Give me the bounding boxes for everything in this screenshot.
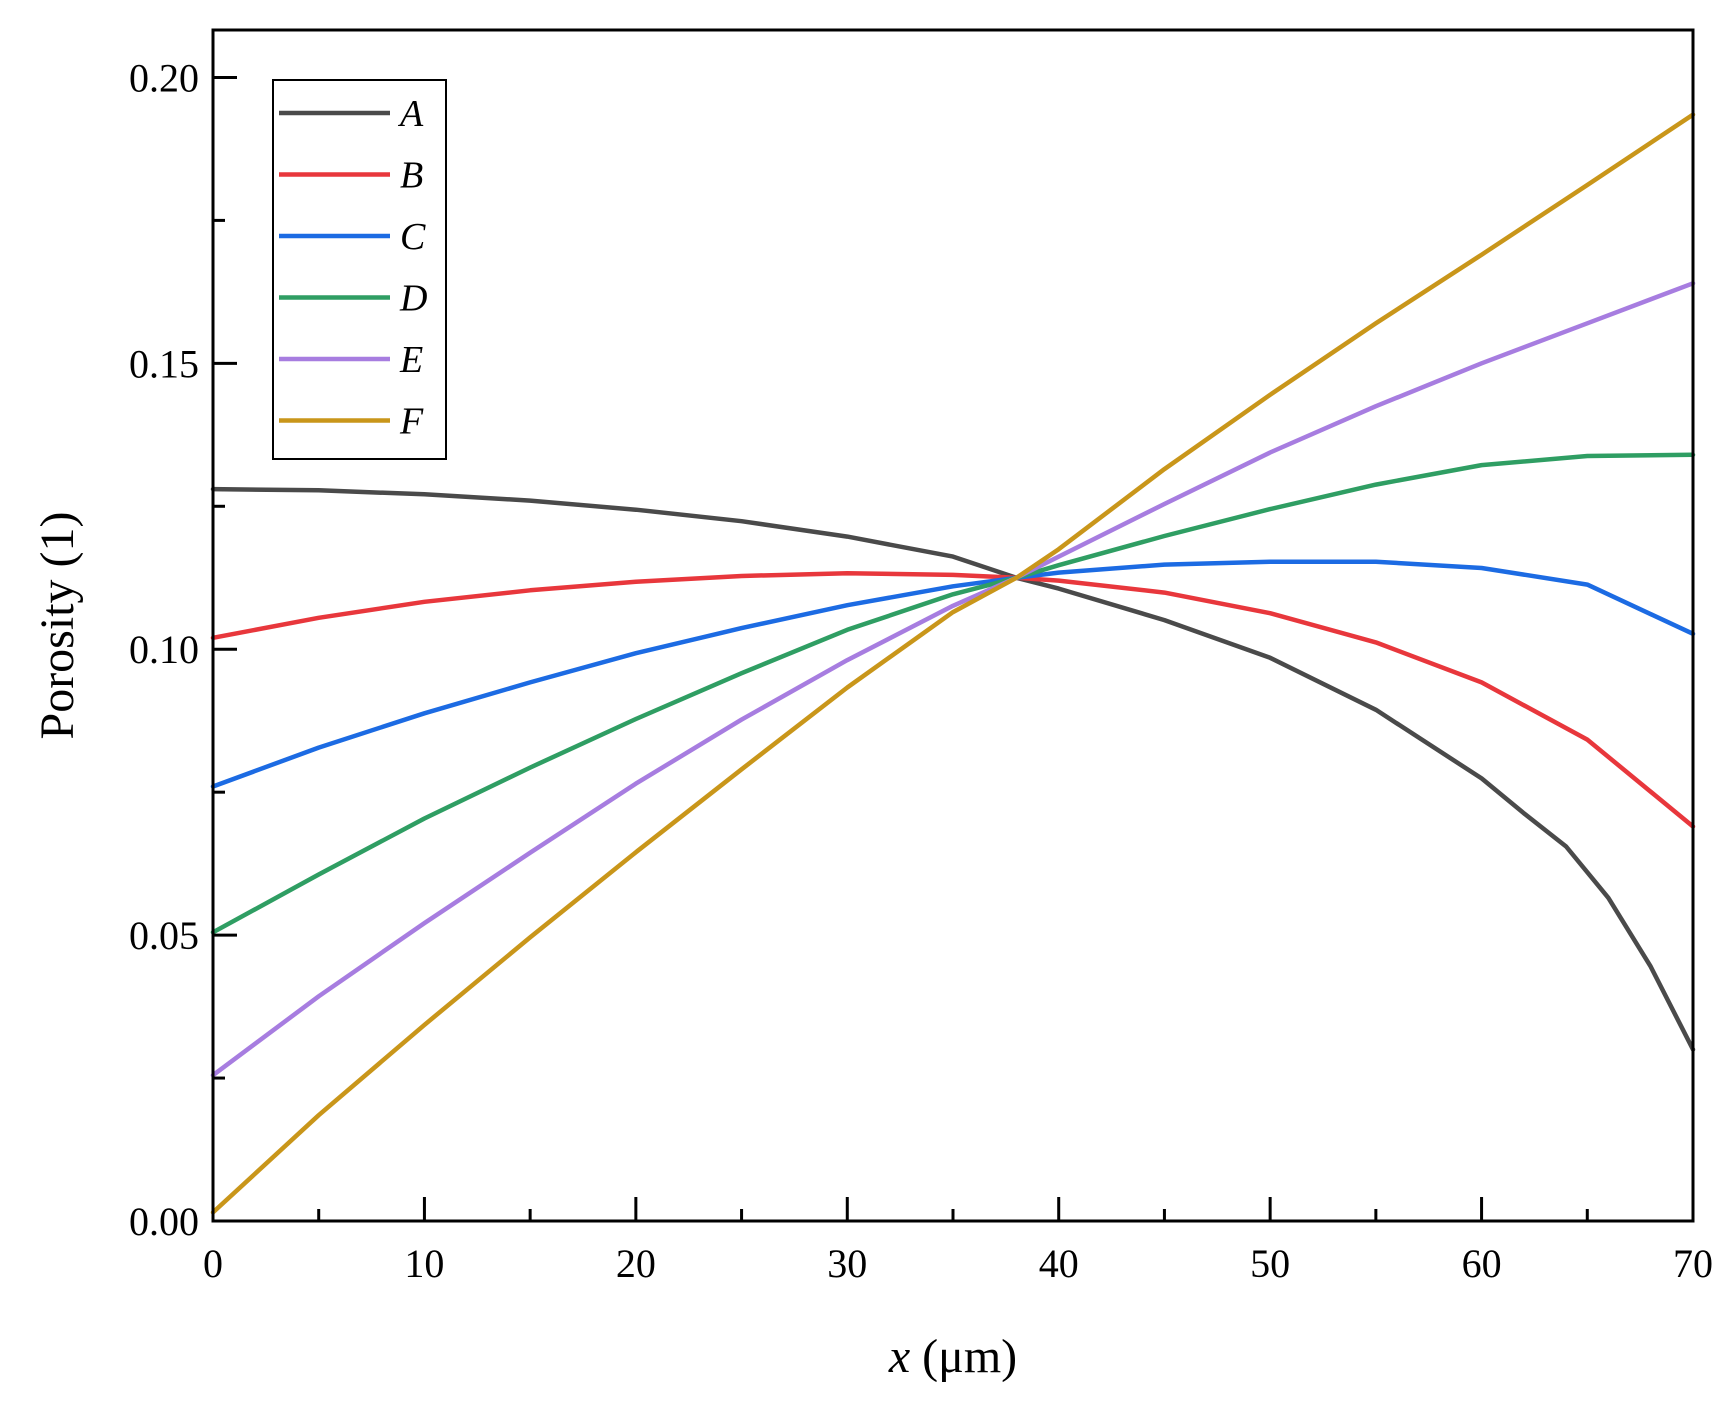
x-tick-label: 60 (1462, 1241, 1502, 1286)
legend-label-c: C (400, 216, 426, 258)
series-line-e (210, 281, 1696, 1078)
x-tick-label: 40 (1039, 1241, 1079, 1286)
series-line-f (210, 112, 1696, 1215)
x-tick-label: 50 (1250, 1241, 1290, 1286)
legend-label-b: B (400, 155, 423, 197)
legend-box (272, 79, 447, 460)
y-tick-label: 0.15 (129, 341, 199, 386)
legend-label-f: F (399, 401, 424, 443)
legend-label-d: D (399, 278, 427, 320)
series-layer (210, 112, 1696, 1215)
x-tick-label: 20 (616, 1241, 656, 1286)
y-tick-label: 0.00 (129, 1199, 199, 1244)
legend-label-e: E (399, 339, 423, 381)
x-axis-variable: x (888, 1330, 910, 1383)
x-tick-label: 70 (1673, 1241, 1713, 1286)
y-tick-label: 0.20 (129, 55, 199, 100)
series-line-d (210, 452, 1696, 935)
series-line-a (210, 486, 1696, 1052)
legend-label-a: A (397, 93, 424, 135)
x-axis-title: x (μm) (888, 1330, 1017, 1383)
ticks-layer: 0 10 20 30 40 50 60 70 0.00 0.05 0.10 0.15 0.20 (129, 55, 1713, 1286)
x-tick-label: 0 (203, 1241, 223, 1286)
series-line-c (210, 559, 1696, 789)
y-tick-label: 0.05 (129, 913, 199, 958)
y-axis-title: Porosity (1) (31, 512, 84, 740)
x-axis-unit: (μm) (922, 1330, 1017, 1383)
x-tick-label: 10 (404, 1241, 444, 1286)
x-tick-label: 30 (827, 1241, 867, 1286)
series-line-b (210, 570, 1696, 829)
y-tick-label: 0.10 (129, 627, 199, 672)
